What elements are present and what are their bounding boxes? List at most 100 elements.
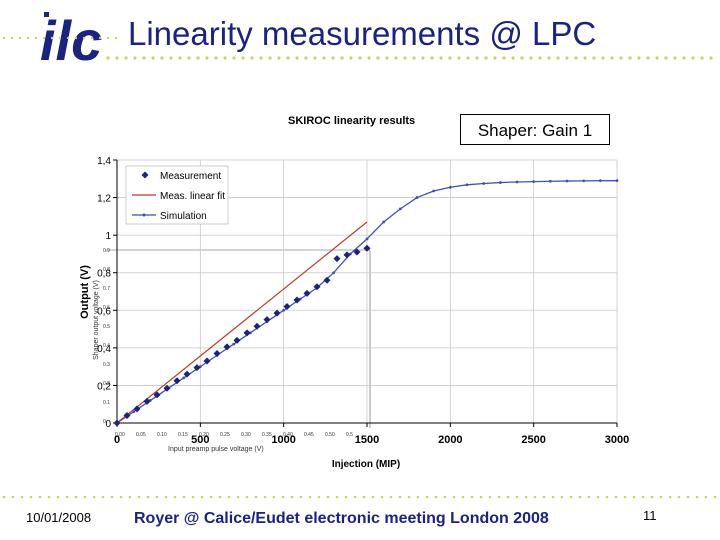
rule-dot	[250, 56, 254, 60]
rule-dot	[335, 495, 339, 499]
inset-y-tick-label: 0.9	[103, 248, 110, 254]
y-tick-label: 0,4	[97, 344, 111, 355]
rule-dot	[34, 36, 38, 40]
rule-dot	[515, 495, 519, 499]
inset-y-tick-label: 0.3	[103, 362, 110, 368]
rule-dot	[259, 56, 263, 60]
rule-dot	[709, 56, 713, 60]
rule-dot	[713, 495, 717, 499]
rule-dot	[2, 495, 6, 499]
rule-dot	[254, 495, 258, 499]
rule-dot	[538, 56, 542, 60]
rule-dot	[196, 56, 200, 60]
rule-dot	[551, 495, 555, 499]
measurement-point	[313, 283, 321, 291]
rule-dot	[191, 495, 195, 499]
rule-dot	[574, 56, 578, 60]
rule-dot	[214, 56, 218, 60]
inset-y-tick-label: 0.2	[103, 381, 110, 387]
rule-dot	[668, 495, 672, 499]
x-tick-label: 500	[191, 434, 209, 446]
rule-dot	[313, 56, 317, 60]
rule-dot	[187, 56, 191, 60]
rule-dot	[128, 495, 132, 499]
rule-dot	[151, 56, 155, 60]
rule-dot	[484, 56, 488, 60]
rule-dot	[322, 56, 326, 60]
rule-dot	[394, 56, 398, 60]
inset-y-tick-label: 0.7	[103, 286, 110, 292]
legend-label: Simulation	[160, 211, 207, 222]
y-tick-label: 0,6	[97, 306, 111, 317]
rule-dot	[367, 56, 371, 60]
chart-title: SKIROC linearity results	[288, 115, 415, 127]
measurement-point	[293, 296, 301, 304]
rule-dot	[92, 495, 96, 499]
measurement-point	[143, 397, 151, 405]
rule-dot	[385, 56, 389, 60]
rule-dot	[277, 56, 281, 60]
simulation-point	[482, 182, 486, 185]
top-dotted-rule	[2, 36, 713, 60]
rule-dot	[565, 56, 569, 60]
rule-dot	[619, 56, 623, 60]
simulation-point	[132, 410, 136, 414]
linear-fit-line	[116, 221, 368, 424]
rule-dot	[326, 495, 330, 499]
rule-dot	[695, 495, 699, 499]
rule-dot	[457, 56, 461, 60]
y-tick-label: 0,8	[97, 269, 111, 280]
rule-dot	[173, 495, 177, 499]
rule-dot	[101, 495, 105, 499]
simulation-point	[448, 185, 452, 189]
inset-x-tick-label: 0.50	[325, 432, 335, 438]
measurement-point	[273, 309, 281, 317]
rule-dot	[542, 495, 546, 499]
rule-dot	[425, 495, 429, 499]
measurement-point	[133, 405, 141, 413]
rule-dot	[596, 495, 600, 499]
legend-label: Meas. linear fit	[160, 191, 225, 202]
rule-dot	[281, 495, 285, 499]
rule-dot	[29, 495, 33, 499]
simulation-point	[615, 179, 619, 183]
rule-dot	[200, 495, 204, 499]
simulation-point	[232, 342, 236, 346]
rule-dot	[691, 56, 695, 60]
measurement-point	[253, 322, 261, 330]
inset-y-tick-label: 0.6	[103, 305, 110, 311]
inset-x-tick-label: 0.15	[178, 432, 188, 438]
rule-dot	[493, 56, 497, 60]
rule-dot	[569, 495, 573, 499]
rule-dot	[286, 56, 290, 60]
rule-dot	[2, 36, 6, 40]
linearity-chart: 0.00 0.05 0.10 0.15 0.20 0.25 0.30 0.35 0.40 0.45…	[79, 115, 629, 470]
rule-dot	[10, 36, 14, 40]
rule-dot	[533, 495, 537, 499]
rule-dot	[20, 495, 24, 499]
rule-dot	[398, 495, 402, 499]
simulation-point	[515, 180, 519, 184]
rule-dot	[114, 36, 118, 40]
rule-dot	[169, 56, 173, 60]
measurement-point	[203, 357, 211, 365]
rule-dot	[488, 495, 492, 499]
rule-dot	[344, 495, 348, 499]
rule-dot	[632, 495, 636, 499]
simulation-point	[415, 196, 419, 199]
measurement-point	[223, 343, 231, 351]
rule-dot	[205, 56, 209, 60]
rule-dot	[560, 495, 564, 499]
rule-dot	[376, 56, 380, 60]
simulation-point	[598, 179, 602, 183]
rule-dot	[587, 495, 591, 499]
inset-y-tick-label: 0.5	[103, 324, 110, 330]
rule-dot	[362, 495, 366, 499]
rule-dot	[610, 56, 614, 60]
measurement-point	[173, 377, 181, 385]
simulation-point	[548, 179, 552, 183]
rule-dot	[637, 56, 641, 60]
simulation-point	[282, 308, 286, 312]
x-tick-label: 3000	[605, 434, 629, 446]
rule-dot	[407, 495, 411, 499]
